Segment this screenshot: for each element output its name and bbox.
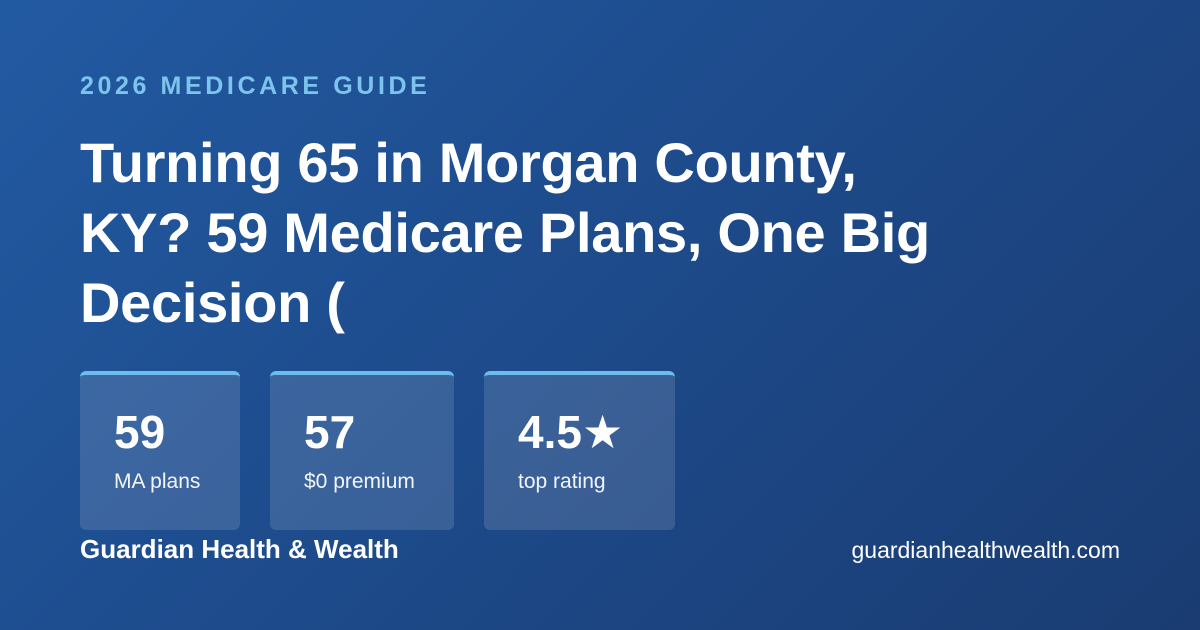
stat-label: MA plans (114, 470, 201, 493)
stat-label: top rating (518, 470, 606, 493)
brand: Guardian Health & Wealth (80, 534, 399, 564)
stat-card: 4.5★ top rating (484, 371, 675, 530)
stat-card: 57 $0 premium (270, 371, 454, 530)
stat-value: 59 (114, 406, 166, 458)
url: guardianhealthwealth.com (851, 537, 1120, 563)
stat-card: 59 MA plans (80, 371, 240, 530)
title: Turning 65 in Morgan County, KY? 59 Medic… (80, 128, 930, 338)
eyebrow: 2026 MEDICARE GUIDE (80, 72, 431, 100)
stats: 59 MA plans 57 $0 premium 4.5★ top rating (80, 371, 675, 530)
stat-label: $0 premium (304, 470, 415, 493)
stat-value: 4.5★ (518, 406, 624, 458)
title-line: KY? 59 Medicare Plans, One Big (80, 201, 930, 264)
title-line: Turning 65 in Morgan County, (80, 131, 857, 194)
title-line: Decision ( (80, 271, 345, 334)
stat-value: 57 (304, 406, 356, 458)
